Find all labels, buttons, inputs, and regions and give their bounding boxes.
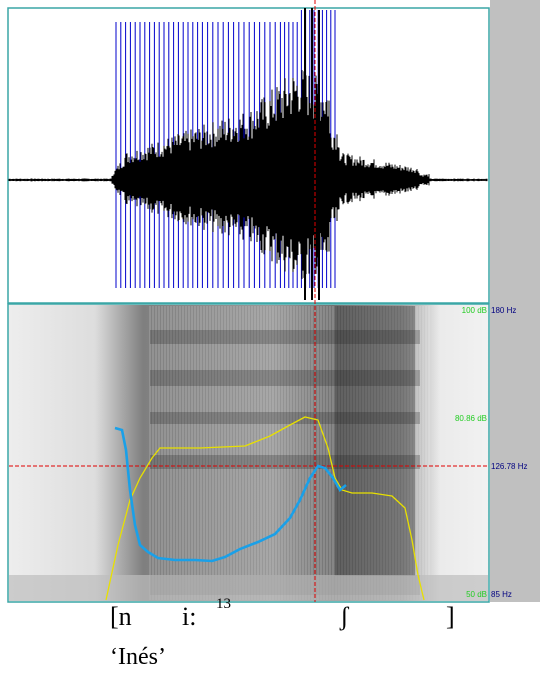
intensity-bottom-label: 50 dB xyxy=(466,590,487,599)
low-frequency-band xyxy=(9,575,488,601)
transcription-open: [n xyxy=(110,602,132,631)
spectrogram-energy xyxy=(9,305,488,601)
formant-band xyxy=(150,370,420,386)
striation-lines xyxy=(149,306,430,600)
formant-band xyxy=(150,330,420,344)
waveform-trace xyxy=(8,70,488,279)
ipa-transcription: [n i: 13 ʃ ] xyxy=(110,596,490,642)
fricative-noise xyxy=(335,306,415,576)
pitch-top-label: 180 Hz xyxy=(491,306,516,315)
spectrogram-striations xyxy=(149,306,430,600)
intensity-curve xyxy=(105,416,425,601)
intensity-mid-label: 80.86 dB xyxy=(455,414,487,423)
transcription-fricative: ʃ xyxy=(340,602,349,631)
transcription-vowel: i: xyxy=(182,602,197,631)
pitch-bottom-label: 85 Hz xyxy=(491,590,512,599)
gloss: ‘Inés’ xyxy=(110,644,166,670)
pitch-curve xyxy=(114,426,347,563)
right-sidebar xyxy=(490,0,540,602)
pitch-cursor-label: 126.78 Hz xyxy=(491,462,527,471)
transcription-close: ] xyxy=(446,602,455,631)
waveform-path xyxy=(8,70,488,279)
formant-band xyxy=(150,412,420,424)
intensity-top-label: 100 dB xyxy=(462,306,487,315)
tone-number: 13 xyxy=(216,596,231,612)
